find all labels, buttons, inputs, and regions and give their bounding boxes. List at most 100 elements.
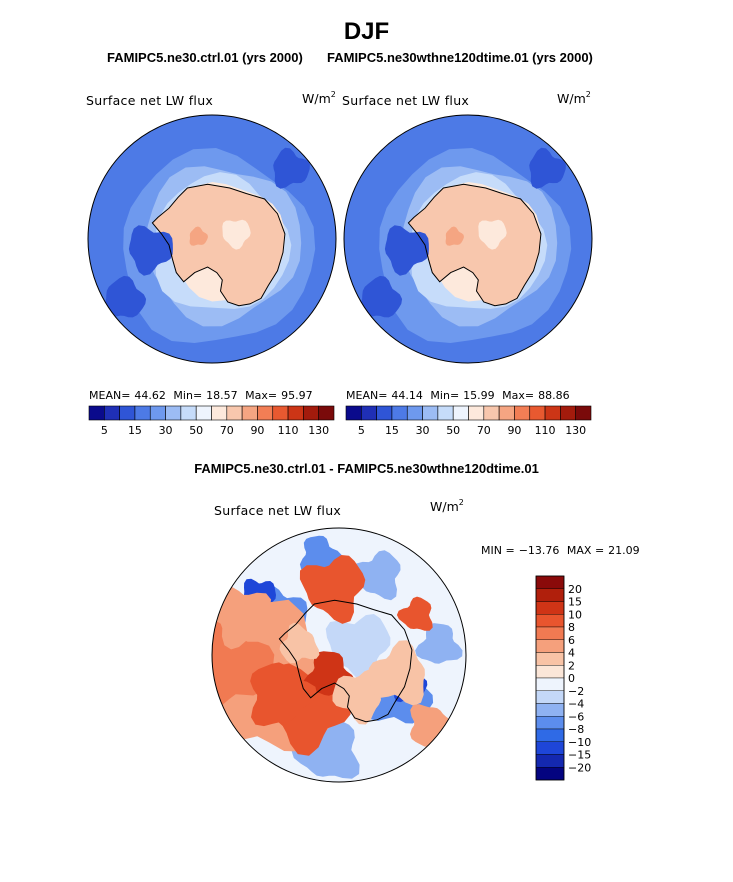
colorbar-tick-label: 30 <box>159 424 173 437</box>
colorbar-frame <box>535 575 565 781</box>
colorbar-box <box>535 601 565 615</box>
colorbar-tick-label: 50 <box>446 424 460 437</box>
colorbar-tick-label: 110 <box>278 424 299 437</box>
colorbar-box <box>437 405 454 421</box>
colorbar-box <box>535 690 565 704</box>
right-units-base: W/m <box>557 91 586 106</box>
colorbar-box <box>406 405 423 421</box>
diff-min-label: MIN = <box>481 544 515 557</box>
right-polar-map <box>344 115 592 363</box>
colorbar-tick-label: 0 <box>568 672 575 685</box>
positive-anomaly <box>410 704 455 748</box>
colorbar-box <box>468 405 485 421</box>
left-units-exp: 2 <box>330 90 336 99</box>
colorbar-box <box>535 754 565 768</box>
colorbar-tick-label: 6 <box>568 634 575 647</box>
colorbar-box <box>544 405 561 421</box>
colorbar-box <box>376 405 393 421</box>
right-max-value: 88.86 <box>538 389 570 402</box>
map-border <box>211 527 467 783</box>
right-case-title: FAMIPC5.ne30wthne120dtime.01 (yrs 2000) <box>327 50 593 65</box>
left-polar-map <box>88 115 336 363</box>
colorbar-box <box>345 405 362 421</box>
negative-anomaly <box>299 535 342 572</box>
colorbar-tick-label: −15 <box>568 749 591 762</box>
contour-band <box>189 226 208 246</box>
positive-anomaly <box>332 668 381 725</box>
right-min-value: 15.99 <box>463 389 495 402</box>
left-variable-label: Surface net LW flux <box>86 93 214 108</box>
colorbar-box <box>535 741 565 755</box>
left-mean-label: MEAN= <box>89 389 131 402</box>
diff-variable-label: Surface net LW flux <box>214 503 342 518</box>
colorbar-tick-label: 4 <box>568 647 575 660</box>
colorbar-tick-label: 90 <box>507 424 521 437</box>
right-min-label: Min= <box>430 389 460 402</box>
diff-max-label: MAX = <box>566 544 605 557</box>
colorbar-box <box>452 405 469 421</box>
right-mean-label: MEAN= <box>346 389 388 402</box>
colorbar-box <box>287 405 304 421</box>
contour-band <box>445 226 464 246</box>
contour-band <box>128 225 173 276</box>
colorbar-box <box>211 405 228 421</box>
colorbar-tick-label: 70 <box>220 424 234 437</box>
contour-band <box>103 275 147 318</box>
colorbar-box <box>560 405 576 421</box>
colorbar-tick-label: −2 <box>568 685 584 698</box>
colorbar-tick-label: −6 <box>568 710 584 723</box>
colorbar-box <box>529 405 546 421</box>
colorbar-box <box>535 728 565 742</box>
contour-band <box>273 147 310 189</box>
colorbar-tick-label: 15 <box>568 596 582 609</box>
difference-title: FAMIPC5.ne30.ctrl.01 - FAMIPC5.ne30wthne… <box>194 461 539 476</box>
negative-anomaly <box>415 623 463 664</box>
colorbar-box <box>119 405 136 421</box>
left-max-label: Max= <box>245 389 278 402</box>
map-border <box>87 114 337 364</box>
negative-anomaly <box>352 550 401 601</box>
contour-band <box>222 219 251 250</box>
colorbar-box <box>535 716 565 730</box>
colorbar-box <box>535 677 565 691</box>
positive-anomaly <box>396 596 433 631</box>
positive-anomaly <box>279 622 320 664</box>
right-units-exp: 2 <box>585 90 591 99</box>
diff-units-label: W/m2 <box>430 498 464 514</box>
colorbar-box <box>535 652 565 666</box>
colorbar-tick-label: 5 <box>358 424 365 437</box>
colorbar-box <box>483 405 500 421</box>
colorbar-tick-label: 130 <box>565 424 586 437</box>
left-colorbar: 5 15 30 50 70 90 110 130 <box>88 405 335 437</box>
right-stats: MEAN= 44.14 Min= 15.99 Max= 88.86 <box>346 389 574 402</box>
left-units-base: W/m <box>302 91 331 106</box>
colorbar-tick-label: 110 <box>535 424 556 437</box>
colorbar-box <box>391 405 408 421</box>
right-max-label: Max= <box>502 389 535 402</box>
colorbar-tick-label: 15 <box>385 424 399 437</box>
colorbar-tick-label: 5 <box>101 424 108 437</box>
colorbar-box <box>535 588 565 602</box>
contour-band <box>478 219 507 250</box>
colorbar-box <box>498 405 515 421</box>
coastline <box>151 183 286 307</box>
left-mean-value: 44.62 <box>134 389 166 402</box>
difference-polar-map <box>212 528 466 782</box>
colorbar-tick-label: 130 <box>308 424 329 437</box>
colorbar-tick-label: 10 <box>568 608 582 621</box>
coastline <box>407 183 542 307</box>
colorbar-tick-label: 50 <box>189 424 203 437</box>
colorbar-box <box>257 405 274 421</box>
left-case-title: FAMIPC5.ne30.ctrl.01 (yrs 2000) <box>107 50 303 65</box>
diff-units-base: W/m <box>430 499 459 514</box>
map-borders <box>87 114 593 783</box>
colorbar-box <box>303 405 319 421</box>
colorbar-box <box>318 405 335 421</box>
contour-band <box>359 275 403 318</box>
colorbar-box <box>535 665 565 679</box>
colorbar-box <box>535 639 565 653</box>
colorbar-box <box>241 405 258 421</box>
colorbar-box <box>149 405 166 421</box>
colorbar-tick-label: −4 <box>568 698 584 711</box>
